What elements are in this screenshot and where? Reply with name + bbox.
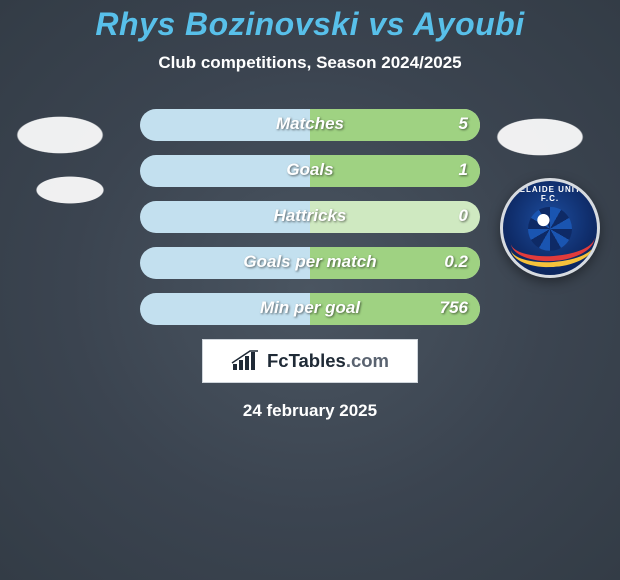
stat-label: Goals per match — [243, 252, 376, 272]
stat-value-right: 0.2 — [444, 252, 468, 272]
stat-value-right: 1 — [459, 160, 468, 180]
badge-swoosh-yellow-icon — [510, 234, 596, 270]
page-subtitle: Club competitions, Season 2024/2025 — [0, 53, 620, 73]
stat-value-right: 0 — [459, 206, 468, 226]
brand-name: FcTables — [267, 350, 346, 371]
stat-row: Matches 5 — [140, 109, 480, 141]
page-title: Rhys Bozinovski vs Ayoubi — [0, 0, 620, 43]
club-badge: ADELAIDE UNITED F.C. — [500, 178, 600, 278]
stats-container: Matches 5 Goals 1 Hattricks 0 Goals per match 0… — [140, 109, 480, 325]
stat-label: Matches — [276, 114, 344, 134]
stat-label: Goals — [286, 160, 333, 180]
brand-text: FcTables.com — [267, 350, 389, 372]
stat-label: Min per goal — [260, 298, 360, 318]
stat-row: Min per goal 756 — [140, 293, 480, 325]
stat-row: Hattricks 0 — [140, 201, 480, 233]
date-text: 24 february 2025 — [0, 401, 620, 421]
stat-value-right: 5 — [459, 114, 468, 134]
stat-value-right: 756 — [440, 298, 468, 318]
brand-domain: .com — [346, 350, 389, 371]
chart-icon — [231, 350, 261, 372]
badge-text: ADELAIDE UNITED F.C. — [503, 185, 597, 203]
stat-row: Goals per match 0.2 — [140, 247, 480, 279]
stat-row: Goals 1 — [140, 155, 480, 187]
stat-label: Hattricks — [274, 206, 347, 226]
brand-box: FcTables.com — [202, 339, 418, 383]
